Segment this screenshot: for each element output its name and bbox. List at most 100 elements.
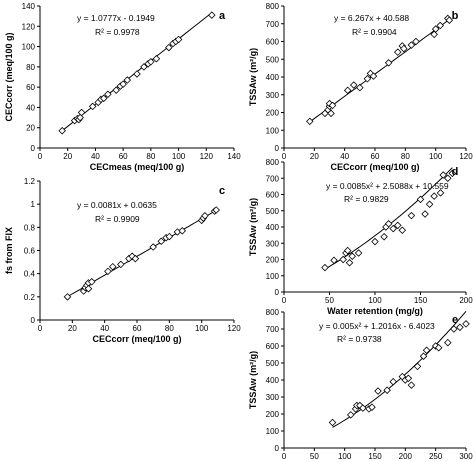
data-point: [407, 211, 416, 220]
y-tick-label: 40: [26, 103, 35, 112]
data-point: [456, 323, 464, 332]
x-tick-label: 50: [325, 296, 334, 305]
data-point: [350, 81, 358, 89]
y-axis-title: TSSAw (m²/g): [248, 48, 258, 106]
x-tick-label: 120: [200, 152, 214, 161]
data-point: [434, 343, 443, 352]
x-tick-label: 100: [195, 324, 209, 333]
x-tick-label: 0: [282, 296, 287, 305]
y-tick-label: 80: [26, 63, 35, 72]
panel-label: a: [219, 10, 226, 22]
chart-panel-b: 0 20 40 60 80 100 120 0 100 200 300 400 500 600 700 800…: [248, 2, 473, 172]
y-tick-label: 0.6: [24, 247, 36, 256]
y-tick-label: 100: [22, 43, 36, 52]
regression-equation: y = 0.0085x² + 2.5088x + 10.559: [326, 181, 449, 191]
data-point: [306, 117, 314, 126]
data-point: [363, 75, 372, 83]
y-tick-label: 500: [266, 55, 280, 64]
x-tick-label: 40: [340, 152, 349, 161]
data-point: [339, 255, 347, 264]
x-tick-label: 300: [459, 452, 473, 461]
x-tick-label: 100: [338, 452, 352, 461]
data-point: [147, 58, 155, 66]
x-tick-label: 0: [38, 152, 43, 161]
y-tick-label: 500: [266, 359, 280, 368]
data-point: [448, 169, 457, 178]
x-tick-label: 120: [459, 152, 473, 161]
data-point: [450, 325, 458, 333]
data-point: [430, 192, 438, 200]
regression-equation: y = 0.0081x + 0.0635: [77, 200, 157, 210]
data-point: [431, 25, 440, 33]
data-point: [131, 254, 140, 263]
y-tick-label: 60: [26, 83, 35, 92]
data-point: [354, 249, 363, 257]
data-point: [321, 263, 329, 272]
x-tick-label: 20: [68, 324, 77, 333]
chart-panel-e: 0 50 100 150 200 250 300 0 100 200 300 400 500 600 700…: [248, 308, 473, 461]
data-point: [328, 101, 337, 110]
r-squared-label: R² = 0.9904: [352, 27, 397, 37]
y-tick-label: 140: [22, 2, 36, 11]
data-point: [112, 86, 120, 94]
data-point: [393, 48, 402, 56]
data-point: [208, 11, 216, 19]
r-squared-label: R² = 0.9829: [344, 194, 389, 204]
x-tick-label: 200: [459, 296, 473, 305]
data-point: [99, 94, 108, 103]
x-tick-label: 100: [429, 152, 443, 161]
data-point: [444, 174, 452, 183]
y-tick-label: 400: [266, 223, 280, 232]
data-point: [104, 267, 112, 276]
data-point: [445, 16, 454, 24]
regression-equation: y = 6.267x + 40.588: [334, 13, 409, 23]
x-axis-title: CECcorr (meq/100 g): [92, 334, 181, 344]
data-point: [436, 189, 445, 197]
x-tick-label: 80: [146, 152, 155, 161]
regression-equation: y = 1.0777x - 0.1949: [77, 13, 155, 23]
data-point: [407, 381, 416, 389]
trendline: [332, 310, 467, 428]
y-tick-label: 0: [275, 144, 280, 153]
data-point: [117, 260, 125, 269]
data-point: [330, 256, 338, 265]
data-point: [416, 195, 425, 204]
y-tick-label: 600: [266, 191, 280, 200]
data-point: [63, 293, 72, 301]
data-point: [212, 206, 220, 214]
y-tick-label: 800: [266, 158, 280, 167]
data-point: [413, 362, 422, 371]
x-tick-label: 80: [401, 152, 410, 161]
data-point: [383, 386, 391, 394]
data-point: [343, 246, 352, 255]
data-point: [157, 237, 166, 245]
data-point: [346, 411, 355, 419]
y-tick-label: 300: [266, 239, 280, 248]
x-tick-label: 40: [100, 324, 109, 333]
data-point: [439, 171, 448, 179]
data-point: [119, 80, 127, 88]
data-point: [421, 210, 429, 218]
y-tick-label: 100: [266, 126, 280, 135]
chart-panel-a: 0 20 40 60 80 100 120 140 0 20 40 60 80 100 120 140 CECm…: [4, 2, 241, 172]
x-tick-label: 0: [282, 152, 287, 161]
data-point: [400, 44, 408, 53]
data-point: [174, 35, 183, 44]
chart-panel-c: 0 20 40 60 80 100 120 0 0.2 0.4 0.6 0.8 1 1.2 CECcorr …: [4, 177, 241, 344]
r-squared-label: R² = 0.9909: [95, 214, 140, 224]
data-point: [165, 232, 174, 241]
y-tick-label: 0: [31, 316, 36, 325]
x-tick-label: 60: [133, 324, 142, 333]
y-tick-label: 700: [266, 174, 280, 183]
data-point: [407, 41, 416, 49]
x-tick-label: 20: [310, 152, 319, 161]
panel-label: e: [452, 314, 458, 326]
x-axis-title: Water retention (mg/g): [327, 306, 423, 316]
y-tick-label: 0.8: [24, 223, 36, 232]
data-point: [356, 83, 364, 92]
data-point: [398, 226, 407, 235]
data-point: [165, 43, 173, 52]
x-tick-label: 200: [399, 452, 413, 461]
x-tick-label: 40: [91, 152, 100, 161]
data-point: [430, 30, 438, 39]
